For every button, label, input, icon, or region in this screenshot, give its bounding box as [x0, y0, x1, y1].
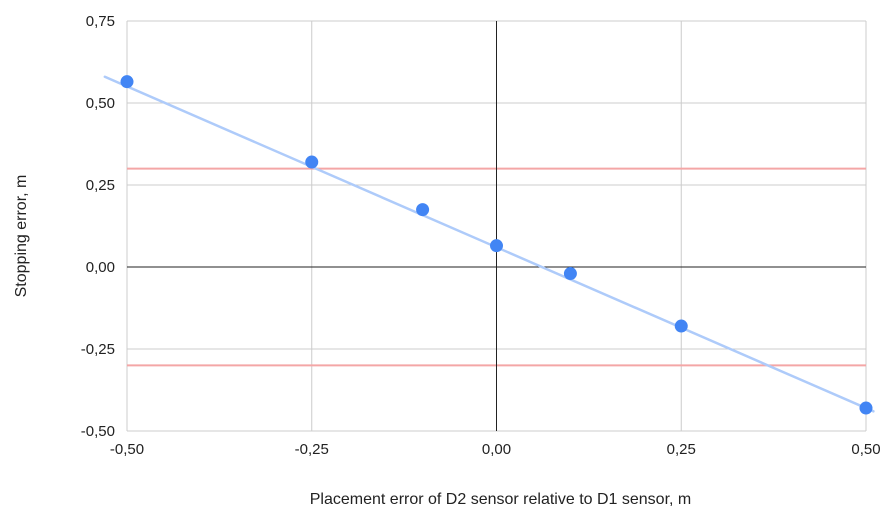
y-tick-label: 0,75 [86, 13, 115, 30]
data-point [120, 75, 134, 89]
y-tick-labels: 0,75 0,50 0,25 0,00 -0,25 -0,50 [81, 13, 115, 440]
x-tick-label: 0,25 [667, 441, 696, 458]
data-point [563, 267, 577, 281]
data-point [859, 401, 873, 415]
x-tick-label: 0,50 [851, 441, 880, 458]
x-axis-title: Placement error of D2 sensor relative to… [310, 491, 692, 508]
y-tick-label: 0,00 [86, 259, 115, 276]
zero-axes [127, 21, 866, 431]
y-tick-label: -0,25 [81, 341, 115, 358]
x-tick-label: 0,00 [482, 441, 511, 458]
trendline-line [103, 75, 875, 413]
data-point [416, 203, 430, 217]
y-tick-label: 0,25 [86, 177, 115, 194]
y-tick-label: -0,50 [81, 423, 115, 440]
x-tick-labels: -0,50 -0,25 0,00 0,25 0,50 [110, 441, 881, 458]
x-tick-label: -0,50 [110, 441, 144, 458]
data-points [120, 75, 873, 415]
data-point [490, 239, 503, 253]
data-point [674, 319, 688, 333]
y-tick-label: 0,50 [86, 95, 115, 112]
x-tick-label: -0,25 [295, 441, 329, 458]
trendline [103, 75, 875, 413]
data-point [305, 155, 319, 169]
y-axis-title: Stopping error, m [13, 175, 30, 298]
